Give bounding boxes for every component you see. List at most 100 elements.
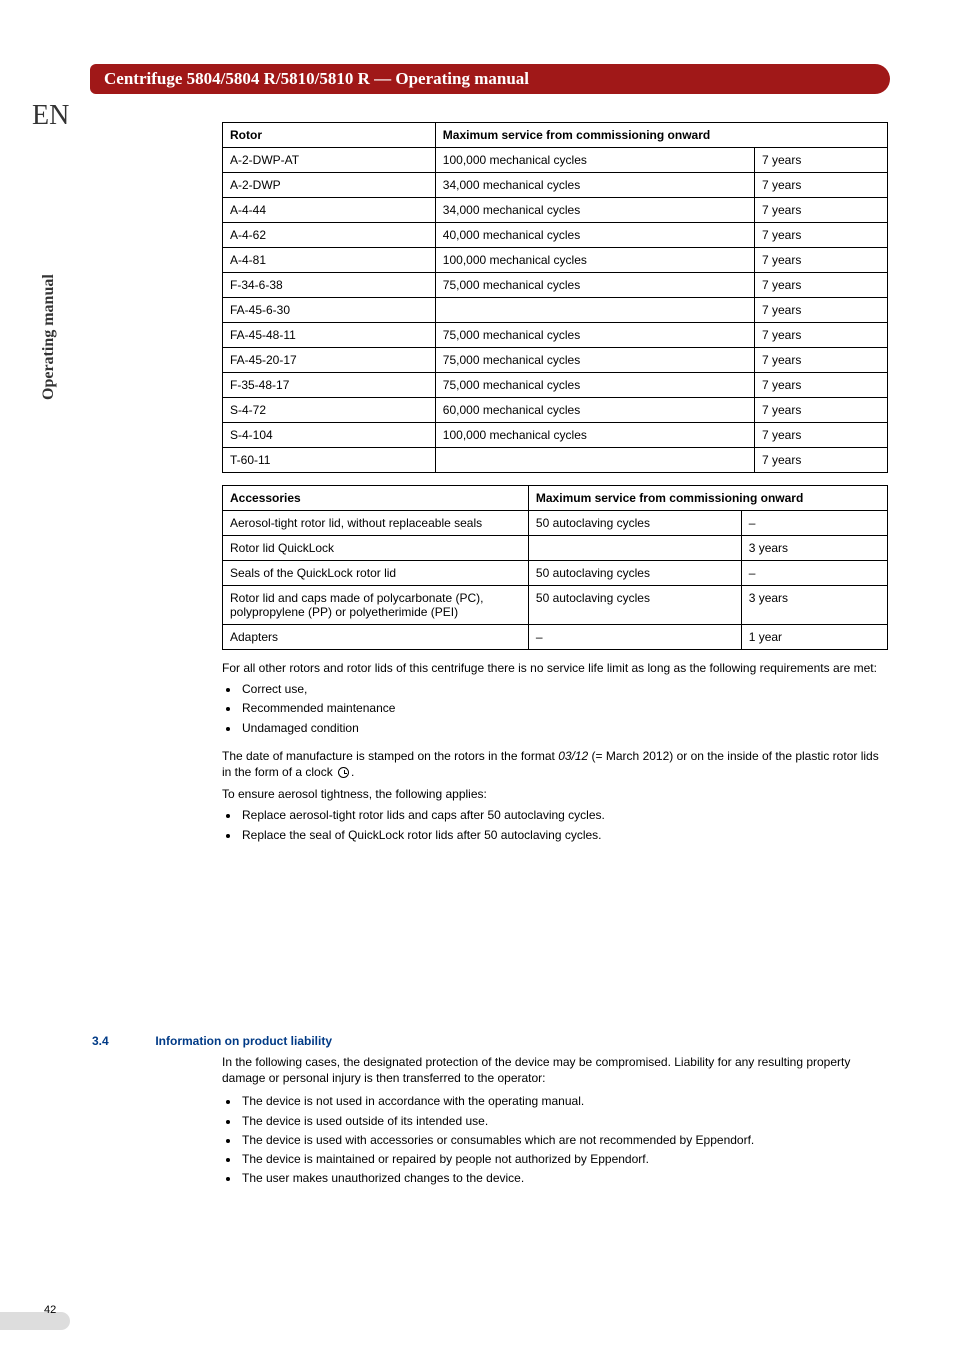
- table-row: T-60-11 7 years: [223, 448, 888, 473]
- table-cell: 100,000 mechanical cycles: [435, 148, 754, 173]
- bullet-list: Replace aerosol-tight rotor lids and cap…: [240, 806, 888, 844]
- paragraph: For all other rotors and rotor lids of t…: [222, 660, 888, 676]
- table-cell: A-4-62: [223, 223, 436, 248]
- list-item: Replace aerosol-tight rotor lids and cap…: [240, 806, 888, 825]
- table-cell: Rotor lid QuickLock: [223, 536, 529, 561]
- section-title: Information on product liability: [155, 1034, 332, 1048]
- table-cell: –: [528, 625, 741, 650]
- table-cell: A-4-44: [223, 198, 436, 223]
- table-cell: 7 years: [754, 373, 887, 398]
- date-example: 03/12: [558, 749, 588, 763]
- table-row: Adapters–1 year: [223, 625, 888, 650]
- table-cell: 34,000 mechanical cycles: [435, 198, 754, 223]
- table-cell: 7 years: [754, 223, 887, 248]
- list-item: The user makes unauthorized changes to t…: [240, 1169, 892, 1188]
- table-cell: 50 autoclaving cycles: [528, 561, 741, 586]
- table-cell: 50 autoclaving cycles: [528, 511, 741, 536]
- table-cell: 7 years: [754, 273, 887, 298]
- table-row: FA-45-20-1775,000 mechanical cycles7 yea…: [223, 348, 888, 373]
- table-cell: –: [741, 511, 887, 536]
- table-cell: 34,000 mechanical cycles: [435, 173, 754, 198]
- table-cell: A-2-DWP-AT: [223, 148, 436, 173]
- table-cell: 60,000 mechanical cycles: [435, 398, 754, 423]
- table-row: A-2-DWP34,000 mechanical cycles7 years: [223, 173, 888, 198]
- table-cell: S-4-72: [223, 398, 436, 423]
- table-row: Aerosol-tight rotor lid, without replace…: [223, 511, 888, 536]
- list-item: The device is not used in accordance wit…: [240, 1092, 892, 1111]
- table-cell: 7 years: [754, 148, 887, 173]
- table-cell: 7 years: [754, 323, 887, 348]
- table-cell: FA-45-6-30: [223, 298, 436, 323]
- table-cell: FA-45-48-11: [223, 323, 436, 348]
- table-cell: 7 years: [754, 298, 887, 323]
- table-cell: [528, 536, 741, 561]
- main-content: Rotor Maximum service from commissioning…: [222, 122, 888, 849]
- section-heading-row: 3.4 Information on product liability In …: [92, 1034, 892, 1192]
- table-row: FA-45-6-30 7 years: [223, 298, 888, 323]
- table-cell: 7 years: [754, 248, 887, 273]
- table-row: S-4-104100,000 mechanical cycles7 years: [223, 423, 888, 448]
- table-row: F-34-6-3875,000 mechanical cycles7 years: [223, 273, 888, 298]
- list-item: Replace the seal of QuickLock rotor lids…: [240, 826, 888, 845]
- table-cell: 7 years: [754, 448, 887, 473]
- list-item: The device is used outside of its intend…: [240, 1112, 892, 1131]
- side-label: Operating manual: [40, 274, 58, 400]
- table-row: FA-45-48-1175,000 mechanical cycles7 yea…: [223, 323, 888, 348]
- table-cell: 40,000 mechanical cycles: [435, 223, 754, 248]
- table-cell: 7 years: [754, 173, 887, 198]
- table-row: A-2-DWP-AT100,000 mechanical cycles7 yea…: [223, 148, 888, 173]
- table-row: S-4-7260,000 mechanical cycles7 years: [223, 398, 888, 423]
- table-cell: 7 years: [754, 398, 887, 423]
- text: .: [351, 765, 354, 779]
- table-cell: F-34-6-38: [223, 273, 436, 298]
- accessories-table: Accessories Maximum service from commiss…: [222, 485, 888, 650]
- list-item: The device is maintained or repaired by …: [240, 1150, 892, 1169]
- table-cell: FA-45-20-17: [223, 348, 436, 373]
- page-title-bar: Centrifuge 5804/5804 R/5810/5810 R — Ope…: [90, 64, 890, 94]
- table-row: Rotor lid QuickLock3 years: [223, 536, 888, 561]
- table-cell: 75,000 mechanical cycles: [435, 373, 754, 398]
- table-cell: [435, 298, 754, 323]
- table-cell: Adapters: [223, 625, 529, 650]
- table-cell: 50 autoclaving cycles: [528, 586, 741, 625]
- footer-tab: [0, 1312, 70, 1330]
- table-cell: [435, 448, 754, 473]
- col-rotor: Rotor: [223, 123, 436, 148]
- table-cell: 100,000 mechanical cycles: [435, 423, 754, 448]
- table-cell: 7 years: [754, 348, 887, 373]
- table-cell: Seals of the QuickLock rotor lid: [223, 561, 529, 586]
- paragraph: To ensure aerosol tightness, the followi…: [222, 786, 888, 802]
- table-row: Seals of the QuickLock rotor lid50 autoc…: [223, 561, 888, 586]
- table-cell: –: [741, 561, 887, 586]
- table-cell: F-35-48-17: [223, 373, 436, 398]
- table-cell: 7 years: [754, 198, 887, 223]
- table-row: A-4-81100,000 mechanical cycles7 years: [223, 248, 888, 273]
- table-header-row: Accessories Maximum service from commiss…: [223, 486, 888, 511]
- table-cell: 100,000 mechanical cycles: [435, 248, 754, 273]
- list-item: The device is used with accessories or c…: [240, 1131, 892, 1150]
- table-row: A-4-4434,000 mechanical cycles7 years: [223, 198, 888, 223]
- page-number: 42: [44, 1304, 56, 1316]
- language-badge: EN: [32, 100, 69, 132]
- section-body: In the following cases, the designated p…: [222, 1054, 892, 1188]
- table-cell: 75,000 mechanical cycles: [435, 273, 754, 298]
- table-cell: Rotor lid and caps made of polycarbonate…: [223, 586, 529, 625]
- table-row: F-35-48-1775,000 mechanical cycles7 year…: [223, 373, 888, 398]
- list-item: Undamaged condition: [240, 719, 888, 738]
- table-cell: S-4-104: [223, 423, 436, 448]
- text: The date of manufacture is stamped on th…: [222, 749, 558, 763]
- table-row: Rotor lid and caps made of polycarbonate…: [223, 586, 888, 625]
- list-item: Correct use,: [240, 680, 888, 699]
- table-cell: T-60-11: [223, 448, 436, 473]
- table-cell: Aerosol-tight rotor lid, without replace…: [223, 511, 529, 536]
- table-cell: 1 year: [741, 625, 887, 650]
- paragraph: In the following cases, the designated p…: [222, 1054, 892, 1086]
- bullet-list: The device is not used in accordance wit…: [240, 1092, 892, 1188]
- table-header-row: Rotor Maximum service from commissioning…: [223, 123, 888, 148]
- table-cell: A-4-81: [223, 248, 436, 273]
- rotor-table: Rotor Maximum service from commissioning…: [222, 122, 888, 473]
- section-number: 3.4: [92, 1034, 152, 1048]
- bullet-list: Correct use,Recommended maintenanceUndam…: [240, 680, 888, 738]
- table-cell: 3 years: [741, 586, 887, 625]
- table-cell: 7 years: [754, 423, 887, 448]
